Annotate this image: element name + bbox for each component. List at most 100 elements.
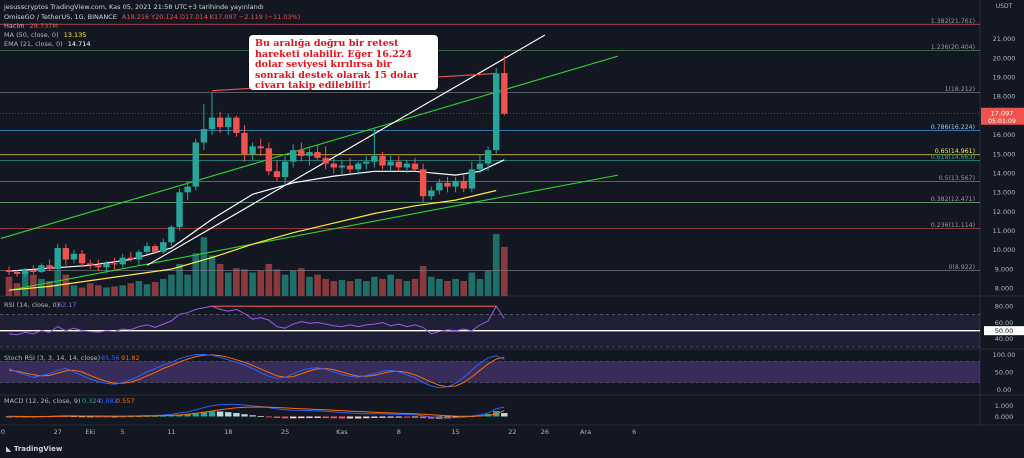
candle-body xyxy=(306,152,313,156)
volume-bar xyxy=(46,281,53,296)
macd-hist-bar xyxy=(290,416,297,419)
macd-hist-bar xyxy=(403,416,411,418)
fib-level-label: 0.382(12.471) xyxy=(931,196,975,203)
candle-body xyxy=(281,161,289,178)
candle-body xyxy=(233,117,240,133)
candle-body xyxy=(501,73,508,114)
price-tick-label: 9.000 xyxy=(995,265,1014,273)
candle-body xyxy=(70,253,78,260)
price-tick-label: 19.000 xyxy=(993,74,1016,82)
volume-bar xyxy=(192,253,200,296)
fib-level-label: 0.236(11.114) xyxy=(931,222,975,229)
volume-bar xyxy=(233,268,240,296)
candle-body xyxy=(200,129,208,143)
macd-hist-bar xyxy=(151,416,159,417)
time-tick-label: 26 xyxy=(541,428,549,436)
volume-bar xyxy=(103,287,110,296)
candle-body xyxy=(119,257,126,265)
fib-level-label: 1.382(21.761) xyxy=(931,18,975,25)
time-tick-label: 18 xyxy=(224,428,232,436)
macd-hist-bar xyxy=(298,416,305,419)
fib-level-label: 1(18.212) xyxy=(945,86,975,93)
stoch-k-line xyxy=(8,354,505,389)
rsi-legend-value: 62.17 xyxy=(58,301,77,309)
volume-bar xyxy=(306,276,313,296)
ma-label: MA (50, close, 0) xyxy=(4,31,59,39)
volume-bar xyxy=(411,278,419,296)
volume-bar xyxy=(387,274,394,296)
volume-bar xyxy=(362,281,370,296)
volume-bar xyxy=(468,272,476,296)
candle-body xyxy=(143,246,151,252)
candle-body xyxy=(87,263,94,266)
volume-bar xyxy=(427,276,435,296)
volume-bar xyxy=(314,274,321,296)
macd-hist-bar xyxy=(176,414,183,417)
ema-legend[interactable]: EMA (21, close, 0) 14.714 xyxy=(4,40,91,48)
ma-legend[interactable]: MA (50, close, 0) 13.135 xyxy=(4,31,86,39)
volume-bar xyxy=(95,285,102,296)
macd-macd-value: 0.882 xyxy=(99,397,118,405)
volume-bar xyxy=(298,268,305,296)
rsi-line xyxy=(8,305,505,336)
macd-hist-bar xyxy=(346,416,354,419)
price-tick-label: 12.000 xyxy=(993,208,1016,216)
candle-body xyxy=(444,182,451,187)
volume-bar xyxy=(111,286,118,296)
volume-bar xyxy=(395,278,403,296)
volume-bar xyxy=(127,283,135,296)
stoch-d-value: 91.82 xyxy=(121,354,140,362)
candle-body xyxy=(419,169,427,197)
symbol-name[interactable]: OmiseGO / TetherUS, 1G, BINANCE xyxy=(4,13,117,21)
volume-bar xyxy=(241,269,248,296)
volume-bar xyxy=(501,246,508,296)
rsi-legend-label: RSI (14, close, 0) xyxy=(4,301,59,309)
candle-body xyxy=(314,152,321,158)
volume-bar xyxy=(208,255,216,296)
candle-body xyxy=(476,163,484,170)
volume-bar xyxy=(86,283,94,296)
volume-bar xyxy=(281,274,289,296)
volume-bar xyxy=(143,284,151,296)
price-tick-label: 21.000 xyxy=(993,35,1016,43)
volume-label: Hacim xyxy=(4,22,25,30)
candle-body xyxy=(135,251,143,260)
fib-level-label: 0.5(13.567) xyxy=(939,175,975,182)
macd-hist-bar xyxy=(95,416,102,418)
volume-bar xyxy=(322,278,329,296)
candle-body xyxy=(168,226,175,243)
candle-body xyxy=(290,150,297,162)
macd-hist-bar xyxy=(87,416,94,418)
volume-legend[interactable]: Hacim 28.737M xyxy=(4,22,58,30)
ma-value: 13.135 xyxy=(63,31,87,39)
candle-body xyxy=(265,148,273,172)
candle-body xyxy=(403,163,411,168)
macd-tick-label: 1.000 xyxy=(995,402,1014,410)
volume-bar xyxy=(371,276,378,296)
volume-bar xyxy=(346,281,354,296)
price-tick-label: 8.000 xyxy=(995,285,1014,293)
macd-hist-bar xyxy=(119,416,126,418)
trendline xyxy=(146,34,546,266)
volume-bar xyxy=(54,270,62,296)
candle-body xyxy=(395,161,402,168)
ohlc-values: A19.216 Y20.124 D17.014 K17.097 −2.119 (… xyxy=(121,13,301,21)
fib-level-label: 0.65(14.961) xyxy=(935,148,975,155)
macd-hist-bar xyxy=(160,415,167,417)
volume-bar xyxy=(419,266,427,296)
candle-body xyxy=(184,186,191,193)
time-tick-label: Eki xyxy=(85,428,95,436)
stoch-tick-label: 50.00 xyxy=(995,368,1014,376)
trendline xyxy=(8,174,619,291)
candle-body xyxy=(354,163,362,170)
time-tick-label: 6 xyxy=(632,428,636,436)
volume-bar xyxy=(338,279,346,296)
volume-bar xyxy=(184,274,191,296)
volume-bar xyxy=(70,285,78,296)
symbol-legend: OmiseGO / TetherUS, 1G, BINANCE A19.216 … xyxy=(4,13,300,21)
candle-body xyxy=(38,265,45,273)
macd-hist-bar xyxy=(103,416,110,418)
annotation-callout[interactable]: Bu aralığa doğru bir retest hareketi ola… xyxy=(249,35,438,91)
brand-name: TradingView xyxy=(13,445,63,453)
